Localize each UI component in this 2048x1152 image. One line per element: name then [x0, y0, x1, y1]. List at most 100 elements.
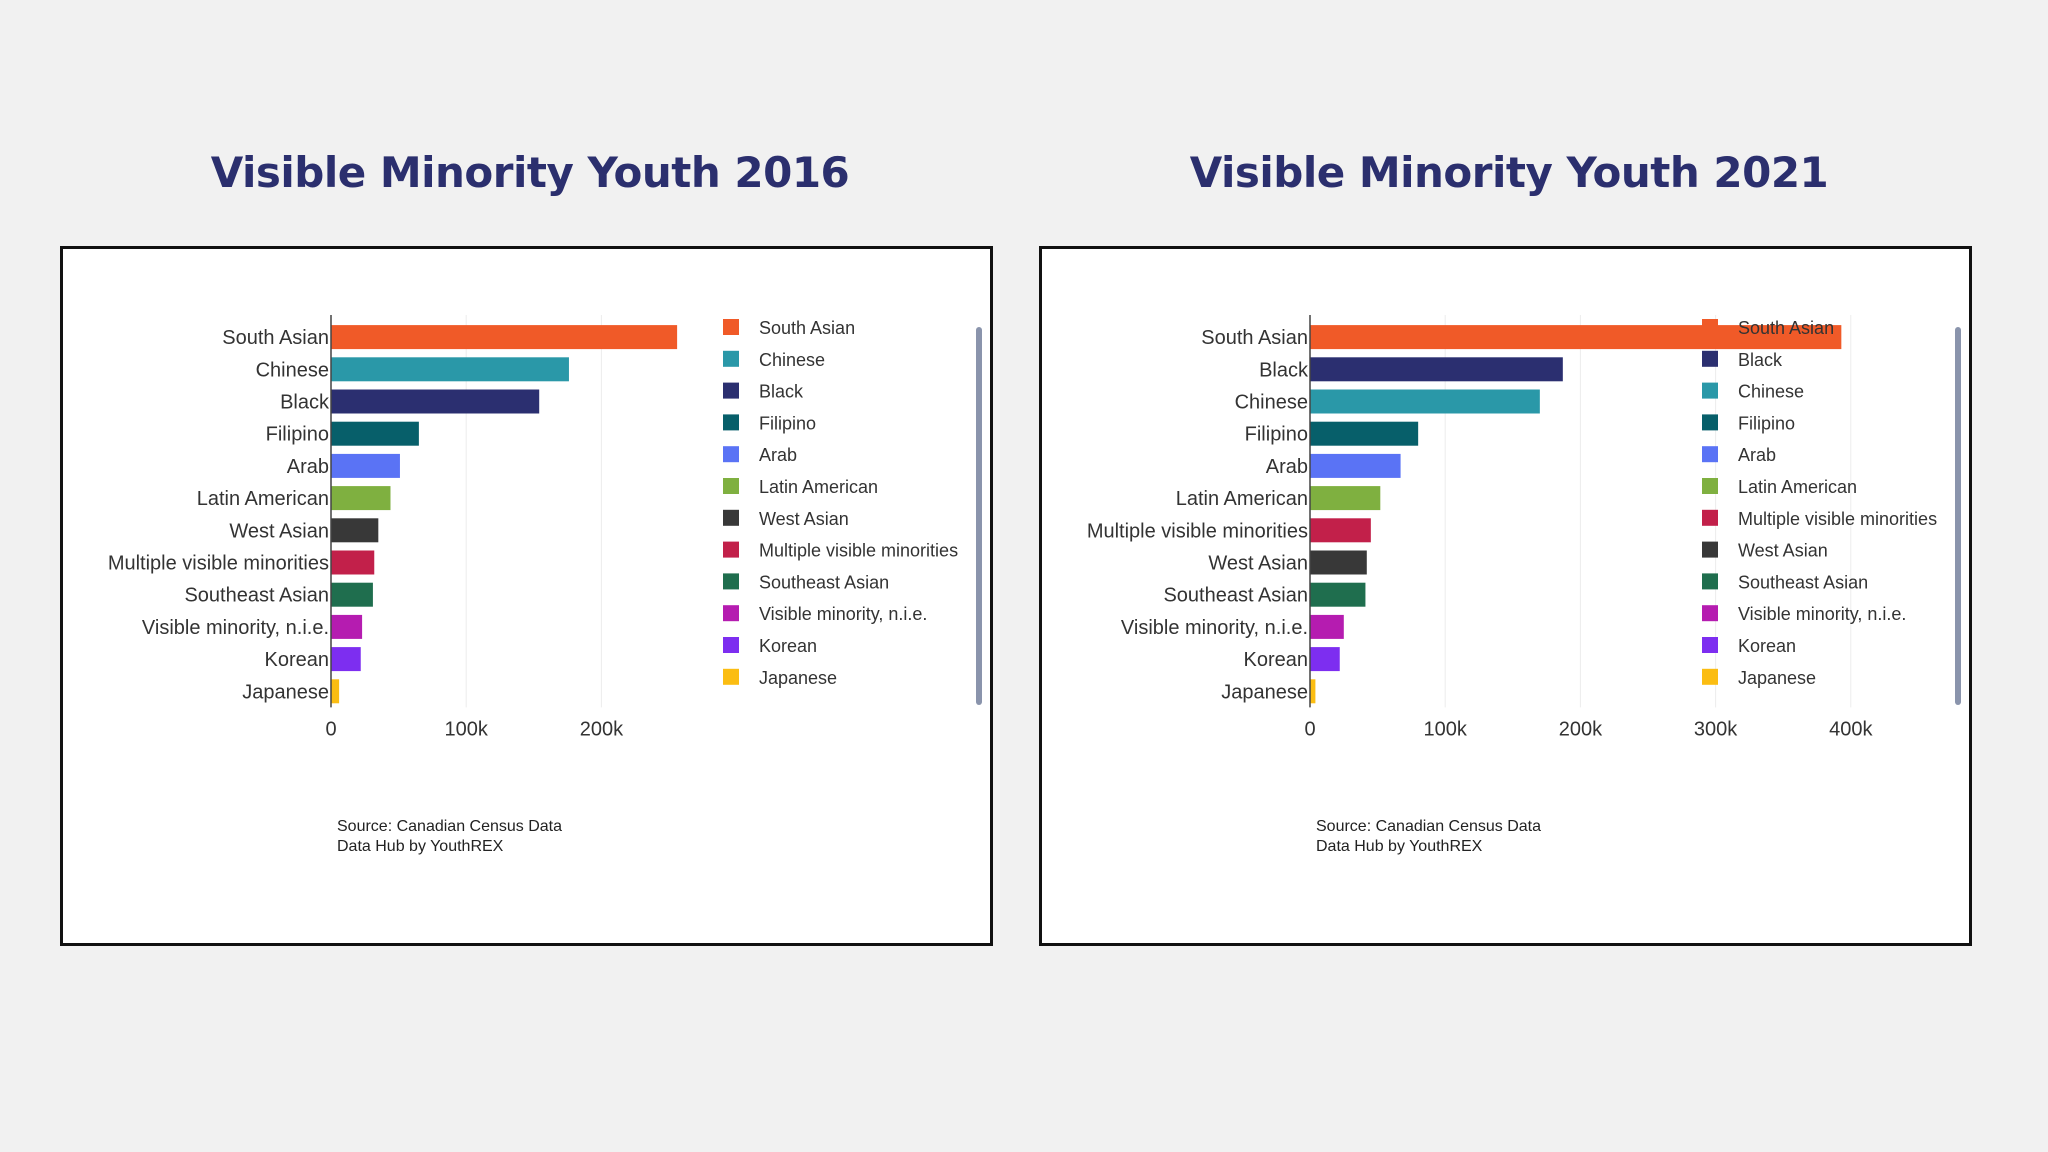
legend-label: West Asian	[1738, 541, 1828, 561]
category-label: Black	[1259, 359, 1309, 381]
legend-swatch-arab	[1702, 446, 1718, 463]
legend-scrollbar[interactable]	[1955, 327, 1961, 705]
legend-swatch-latin-american	[723, 478, 739, 494]
category-label: Arab	[287, 456, 329, 478]
source-note-2016: Source: Canadian Census Data Data Hub by…	[337, 817, 562, 857]
legend-swatch-filipino	[723, 414, 739, 431]
legend-swatch-chinese	[1702, 382, 1718, 399]
source-line: Source: Canadian Census Data	[337, 818, 563, 835]
legend-swatch-korean	[1702, 637, 1718, 653]
bar-visible-minority-n-i-e	[331, 614, 363, 639]
bar-multiple-visible-minorities	[331, 550, 375, 575]
legend-swatch-west-asian	[1702, 541, 1718, 558]
legend-label: South Asian	[759, 318, 855, 338]
legend-swatch-south-asian	[723, 319, 739, 335]
category-label: Filipino	[266, 424, 329, 446]
chart-title-2021: Visible Minority Youth 2021	[1189, 148, 1829, 197]
bar-south-asian	[331, 325, 678, 350]
legend-swatch-japanese	[1702, 668, 1718, 685]
legend-label: Visible minority, n.i.e.	[759, 604, 927, 624]
bar-chinese	[331, 357, 569, 382]
category-label: Japanese	[1221, 681, 1308, 703]
x-tick-label: 400k	[1829, 718, 1873, 740]
source-line: Data Hub by YouthREX	[1316, 838, 1483, 855]
legend-swatch-japanese	[723, 668, 739, 685]
category-label: Arab	[1266, 456, 1308, 478]
bar-south-asian	[1310, 325, 1842, 350]
legend-label: Arab	[759, 445, 797, 465]
legend-label: Japanese	[1738, 668, 1816, 688]
bar-latin-american	[331, 486, 391, 511]
bar-chart-2016: 0 100k 200k South Asian Chinese Black Filipino…	[108, 315, 982, 740]
category-label: West Asian	[1208, 553, 1308, 575]
legend-label: South Asian	[1738, 318, 1834, 338]
legend-label: Latin American	[759, 477, 878, 497]
category-label: Multiple visible minorities	[1087, 520, 1308, 542]
category-label: South Asian	[1201, 327, 1308, 349]
category-label: South Asian	[222, 327, 329, 349]
legend-swatch-southeast-asian	[723, 573, 739, 590]
legend-swatch-black	[1702, 350, 1718, 367]
x-tick-label: 200k	[580, 718, 624, 740]
legend-swatch-southeast-asian	[1702, 573, 1718, 590]
legend-swatch-arab	[723, 446, 739, 463]
legend-swatch-black	[723, 382, 739, 399]
legend-swatch-west-asian	[723, 509, 739, 526]
x-tick-label: 0	[325, 718, 336, 740]
legend-label: Latin American	[1738, 477, 1857, 497]
bar-black	[1310, 357, 1563, 382]
category-label: Korean	[265, 649, 330, 671]
source-line: Source: Canadian Census Data	[1316, 818, 1542, 835]
category-label: Chinese	[256, 359, 329, 381]
category-label: Visible minority, n.i.e.	[1121, 617, 1308, 639]
bar-korean	[1310, 647, 1340, 672]
legend-swatch-south-asian	[1702, 319, 1718, 335]
category-label: Southeast Asian	[1163, 585, 1308, 607]
category-label: Japanese	[242, 681, 329, 703]
legend-label: Korean	[759, 636, 817, 656]
legend-label: Black	[1738, 350, 1783, 370]
category-label: West Asian	[229, 520, 329, 542]
x-tick-label: 100k	[1424, 718, 1468, 740]
legend-swatch-latin-american	[1702, 478, 1718, 494]
legend-label: Korean	[1738, 636, 1796, 656]
category-label: Chinese	[1235, 392, 1308, 414]
legend-label: Southeast Asian	[759, 572, 889, 592]
bar-filipino	[1310, 421, 1419, 446]
bar-latin-american	[1310, 486, 1381, 511]
bar-visible-minority-n-i-e	[1310, 614, 1344, 639]
legend-label: Multiple visible minorities	[1738, 509, 1937, 529]
x-tick-label: 100k	[445, 718, 489, 740]
category-label: Black	[280, 392, 330, 414]
legend-swatch-visible-minority-n-i-e	[723, 605, 739, 622]
legend-label: Chinese	[759, 350, 825, 370]
chart-panel-2016: 0 100k 200k South Asian Chinese Black Filipino…	[60, 246, 993, 946]
bar-west-asian	[331, 518, 379, 543]
category-label: Latin American	[1176, 488, 1308, 510]
legend-swatch-chinese	[723, 350, 739, 367]
legend-label: Multiple visible minorities	[759, 541, 958, 561]
legend-label: Black	[759, 382, 804, 402]
bar-chart-2021: 0 100k 200k 300k 400k South Asian Black Chinese…	[1087, 315, 1961, 740]
bar-japanese	[1310, 679, 1316, 704]
legend-scrollbar[interactable]	[976, 327, 982, 705]
x-tick-label: 300k	[1694, 718, 1738, 740]
legend-swatch-multiple-visible-minorities	[1702, 509, 1718, 526]
chart-title-2016: Visible Minority Youth 2016	[210, 148, 850, 197]
category-label: Southeast Asian	[184, 585, 329, 607]
legend-swatch-filipino	[1702, 414, 1718, 431]
legend-label: West Asian	[759, 509, 849, 529]
category-label: Latin American	[197, 488, 329, 510]
bar-filipino	[331, 421, 419, 446]
bar-west-asian	[1310, 550, 1367, 575]
legend-label: Filipino	[759, 413, 816, 433]
bar-korean	[331, 647, 361, 672]
legend-label: Arab	[1738, 445, 1776, 465]
bar-arab	[1310, 453, 1401, 478]
category-label: Multiple visible minorities	[108, 553, 329, 575]
legend-label: Southeast Asian	[1738, 572, 1868, 592]
legend-label: Filipino	[1738, 413, 1795, 433]
bar-arab	[331, 453, 400, 478]
source-note-2021: Source: Canadian Census Data Data Hub by…	[1316, 817, 1541, 857]
chart-panel-2021: 0 100k 200k 300k 400k South Asian Black Chinese…	[1039, 246, 1972, 946]
